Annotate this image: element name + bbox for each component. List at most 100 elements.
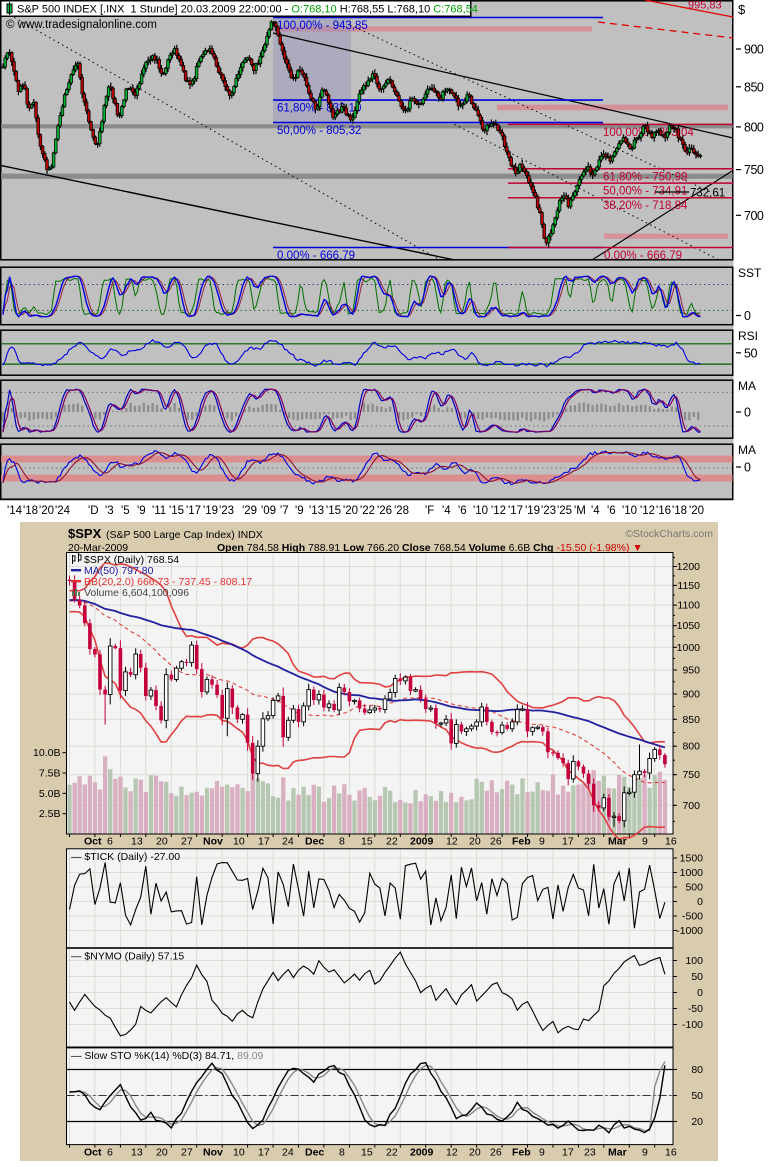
svg-text:Feb: Feb: [512, 836, 531, 848]
svg-text:'24: '24: [55, 505, 71, 517]
svg-text:$SPX: $SPX: [68, 526, 102, 541]
svg-text:'12: '12: [491, 505, 506, 517]
svg-text:0,00% - 666,79: 0,00% - 666,79: [277, 250, 355, 262]
svg-text:500: 500: [685, 882, 703, 894]
svg-text:17: 17: [562, 1147, 574, 1159]
svg-text:8: 8: [339, 1147, 345, 1159]
svg-text:-1000: -1000: [676, 925, 703, 937]
svg-text:15: 15: [361, 1147, 373, 1159]
svg-text:750: 750: [744, 163, 764, 177]
svg-text:9: 9: [642, 1147, 648, 1159]
svg-text:'18: '18: [672, 505, 687, 517]
svg-text:'D: 'D: [88, 505, 99, 517]
svg-text:20: 20: [469, 1147, 481, 1159]
svg-text:'5: '5: [121, 505, 130, 517]
svg-text:(S&P 500 Large Cap Index) INDX: (S&P 500 Large Cap Index) INDX: [106, 529, 263, 541]
svg-text:'9: '9: [137, 505, 146, 517]
svg-text:'17: '17: [186, 505, 201, 517]
svg-text:Mar: Mar: [608, 1147, 627, 1159]
svg-text:'12: '12: [640, 505, 655, 517]
svg-text:'3: '3: [105, 505, 114, 517]
svg-text:50: 50: [744, 346, 757, 360]
svg-text:20: 20: [469, 836, 481, 848]
svg-text:2009: 2009: [410, 1147, 434, 1159]
svg-text:'6: '6: [458, 505, 467, 517]
svg-text:23: 23: [584, 1147, 596, 1159]
svg-text:0: 0: [744, 406, 751, 420]
svg-text:0: 0: [697, 896, 703, 908]
svg-text:— $TICK (Daily) -27.00: — $TICK (Daily) -27.00: [71, 851, 180, 863]
svg-text:'4: '4: [591, 505, 600, 517]
svg-text:$: $: [738, 2, 746, 17]
svg-text:10: 10: [233, 836, 245, 848]
svg-text:10.0B: 10.0B: [33, 747, 60, 759]
svg-text:850: 850: [744, 80, 764, 94]
svg-text:800: 800: [744, 120, 764, 134]
svg-text:12: 12: [446, 1147, 458, 1159]
svg-text:1100: 1100: [677, 600, 700, 612]
svg-text:24: 24: [282, 1147, 294, 1159]
svg-text:© www.tradesignalonline.com: © www.tradesignalonline.com: [6, 19, 157, 31]
svg-text:27: 27: [181, 1147, 193, 1159]
svg-text:'M: 'M: [574, 505, 586, 517]
svg-text:20: 20: [156, 836, 168, 848]
svg-text:700: 700: [682, 800, 700, 812]
svg-text:950: 950: [682, 665, 700, 677]
svg-text:22: 22: [386, 836, 398, 848]
svg-text:1050: 1050: [677, 620, 701, 632]
svg-text:27: 27: [181, 836, 193, 848]
svg-text:S&P 500 INDEX [.INX 1 Stunde]: S&P 500 INDEX [.INX 1 Stunde] 20.03.2009…: [17, 4, 478, 16]
svg-text:16: 16: [665, 836, 677, 848]
svg-text:Nov: Nov: [203, 836, 223, 848]
svg-text:750: 750: [682, 769, 700, 781]
svg-text:'26: '26: [377, 505, 392, 517]
svg-text:0,00% - 666,79: 0,00% - 666,79: [604, 250, 682, 262]
svg-text:26: 26: [490, 836, 502, 848]
svg-text:900: 900: [682, 689, 700, 701]
svg-text:'25: '25: [557, 505, 572, 517]
svg-text:80: 80: [691, 1064, 703, 1076]
svg-text:'15: '15: [169, 505, 184, 517]
svg-text:-50: -50: [688, 1003, 703, 1015]
svg-text:1200: 1200: [677, 561, 701, 573]
svg-text:50,00% - 734,91: 50,00% - 734,91: [603, 186, 687, 198]
svg-text:50: 50: [691, 1090, 703, 1102]
svg-text:$SPX (Daily) 768.54: $SPX (Daily) 768.54: [84, 554, 179, 566]
svg-text:Open 784.58 High 788.91 Low 76: Open 784.58 High 788.91 Low 766.20 Close…: [217, 542, 643, 554]
svg-text:SST: SST: [738, 266, 762, 280]
svg-text:MA(50) 797.80: MA(50) 797.80: [84, 565, 154, 577]
svg-text:1000: 1000: [677, 642, 701, 654]
svg-text:10: 10: [233, 1147, 245, 1159]
svg-text:'9: '9: [295, 505, 304, 517]
svg-text:Feb: Feb: [512, 1147, 531, 1159]
svg-text:'F: 'F: [425, 505, 434, 517]
svg-text:'29: '29: [242, 505, 257, 517]
svg-text:995,83: 995,83: [688, 0, 722, 12]
svg-text:RSI: RSI: [738, 329, 758, 343]
svg-text:'4: '4: [442, 505, 451, 517]
svg-text:MA: MA: [738, 379, 756, 393]
svg-text:13: 13: [131, 1147, 143, 1159]
svg-text:8: 8: [339, 836, 345, 848]
svg-text:100: 100: [685, 955, 703, 967]
svg-text:17: 17: [258, 836, 270, 848]
svg-text:9: 9: [539, 836, 545, 848]
svg-text:-100: -100: [682, 1019, 703, 1031]
svg-text:17: 17: [562, 836, 574, 848]
svg-text:20-Mar-2009: 20-Mar-2009: [68, 542, 128, 554]
svg-text:'11: '11: [152, 505, 166, 517]
svg-text:1150: 1150: [677, 580, 700, 592]
svg-text:23: 23: [584, 836, 596, 848]
svg-text:©StockCharts.com: ©StockCharts.com: [625, 528, 713, 540]
svg-text:Oct: Oct: [84, 1147, 102, 1159]
svg-text:'19: '19: [525, 505, 540, 517]
svg-text:800: 800: [682, 741, 700, 753]
svg-text:'22: '22: [360, 505, 375, 517]
svg-text:'10: '10: [473, 505, 488, 517]
svg-text:50: 50: [691, 971, 703, 983]
svg-text:5.0B: 5.0B: [39, 788, 61, 800]
svg-text:0: 0: [697, 987, 703, 999]
svg-text:Oct: Oct: [84, 836, 102, 848]
svg-text:24: 24: [282, 836, 294, 848]
svg-text:16: 16: [665, 1147, 677, 1159]
